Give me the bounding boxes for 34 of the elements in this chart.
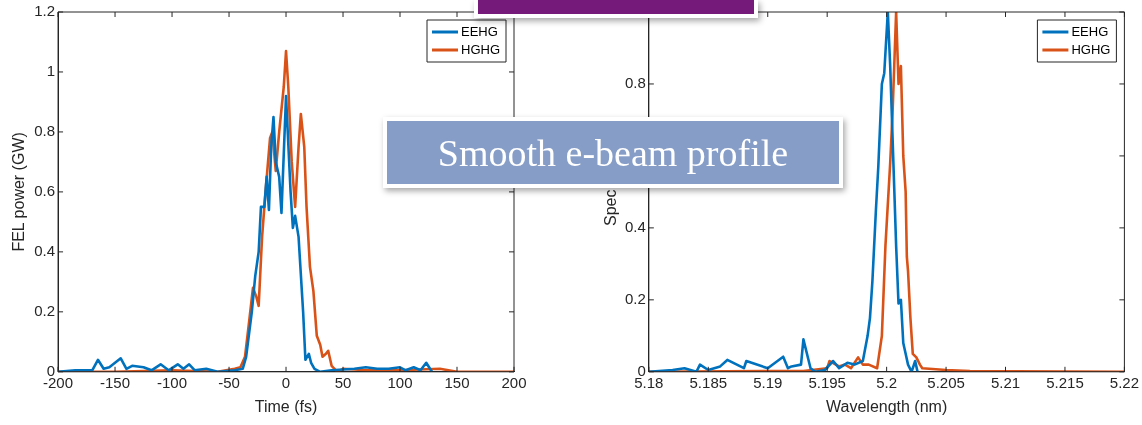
x-tick-label: -150 [100, 373, 131, 391]
x-tick-label: 200 [501, 373, 527, 391]
x-tick-label: 5.19 [753, 373, 783, 391]
x-tick-label: 50 [334, 373, 352, 391]
legend-label: EEHG [1071, 23, 1109, 39]
legend-label: EEHG [461, 23, 498, 39]
y-tick-label: 0.2 [624, 289, 646, 307]
y-tick-label: 0.6 [34, 182, 56, 200]
y-axis-title: Spec [602, 189, 620, 226]
y-tick-label: 1.2 [34, 2, 56, 20]
y-tick-label: 0.4 [624, 218, 646, 236]
y-tick-label: 0.8 [34, 122, 56, 140]
y-tick-label: 0.2 [34, 301, 56, 319]
x-tick-label: 5.195 [808, 373, 846, 391]
legend-label: HGHG [1071, 41, 1111, 57]
y-axis-title: FEL power (GW) [10, 132, 28, 252]
x-tick-label: 5.22 [1109, 373, 1139, 391]
x-tick-label: 0 [281, 373, 291, 391]
x-tick-label: 5.2 [876, 373, 898, 391]
x-axis-title: Wavelength (nm) [826, 397, 948, 415]
annotation: Smooth e-beam profile [383, 117, 843, 188]
x-tick-label: 5.185 [689, 373, 728, 391]
x-tick-label: 5.205 [927, 373, 965, 391]
x-tick-label: 5.215 [1046, 373, 1084, 391]
x-tick-label: 150 [444, 373, 470, 391]
y-tick-label: 1 [46, 62, 56, 80]
y-tick-label: 0.8 [624, 74, 646, 92]
x-tick-label: -100 [157, 373, 188, 391]
x-tick-label: 5.21 [990, 373, 1021, 391]
legend-label: HGHG [461, 41, 500, 57]
x-tick-label: -50 [218, 373, 240, 391]
x-axis-title: Time (fs) [254, 397, 318, 415]
x-tick-label: 100 [387, 373, 413, 391]
y-tick-label: 0.4 [34, 242, 56, 260]
